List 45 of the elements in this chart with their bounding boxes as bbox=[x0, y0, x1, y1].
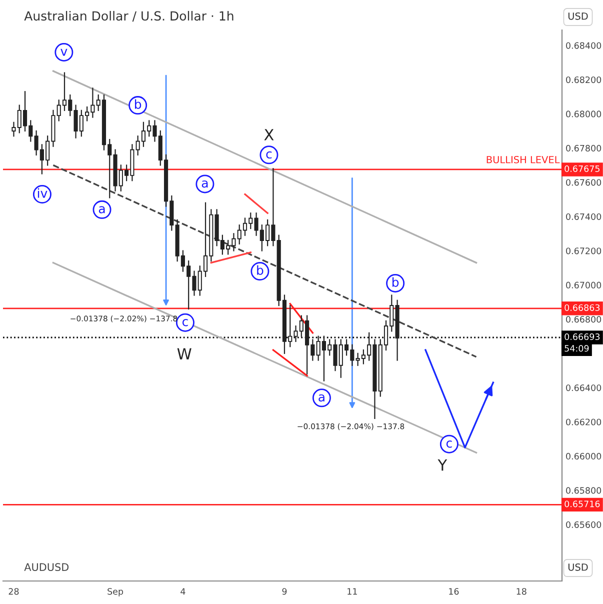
y-tick-label: 0.65600 bbox=[566, 521, 602, 528]
annotation: c bbox=[266, 151, 272, 159]
annotation: b bbox=[134, 99, 142, 109]
y-tick-label: 0.67400 bbox=[566, 213, 602, 220]
text: USD bbox=[568, 563, 588, 571]
text: AUDUSD bbox=[24, 563, 69, 572]
x-tick-label: 28 bbox=[8, 588, 19, 595]
annotation: W bbox=[177, 348, 192, 360]
x-tick-label: 4 bbox=[180, 588, 186, 595]
y-tick-label: 0.67000 bbox=[566, 282, 602, 288]
x-tick-label: 11 bbox=[348, 588, 357, 595]
annotation: iv bbox=[38, 188, 48, 198]
annotation: b bbox=[257, 265, 264, 275]
annotation: X bbox=[264, 129, 274, 140]
y-tick-label: 0.68200 bbox=[566, 76, 602, 84]
ref-line-label: 0.67675 bbox=[564, 165, 600, 172]
annotation: a bbox=[98, 206, 105, 214]
x-tick-label: 9 bbox=[282, 588, 287, 595]
y-tick-label: 0.66200 bbox=[566, 418, 602, 426]
y-tick-label: 0.66800 bbox=[566, 316, 602, 323]
text: USD bbox=[568, 12, 588, 20]
ref-line-label: 0.66693 bbox=[564, 333, 600, 340]
annotation: b bbox=[392, 277, 399, 287]
annotation: c bbox=[446, 440, 452, 448]
y-tick-label: 0.66000 bbox=[566, 452, 602, 460]
y-tick-label: 0.67200 bbox=[566, 248, 602, 254]
y-tick-label: 0.68400 bbox=[566, 42, 602, 49]
chart-title: Australian Dollar / U.S. Dollar · 1h bbox=[24, 10, 234, 22]
annotation: c bbox=[182, 319, 188, 326]
y-tick-label: 0.67600 bbox=[566, 179, 602, 186]
x-tick-label: 18 bbox=[516, 588, 526, 595]
annotation: a bbox=[318, 394, 324, 402]
x-tick-label: 16 bbox=[449, 588, 459, 595]
annotation: Y bbox=[438, 459, 448, 471]
y-tick-label: 0.67800 bbox=[566, 144, 602, 152]
annotation: a bbox=[202, 180, 208, 188]
text: 54:09 bbox=[564, 345, 589, 352]
annotation: v bbox=[60, 48, 68, 56]
y-tick-label: 0.66400 bbox=[566, 384, 602, 392]
ref-line-label: 0.66863 bbox=[564, 304, 600, 311]
x-tick-label: Sep bbox=[108, 588, 124, 596]
y-tick-label: 0.65800 bbox=[566, 487, 602, 494]
annotation: BULLISH LEVEL bbox=[486, 156, 560, 164]
ref-line-label: 0.65716 bbox=[564, 500, 600, 508]
y-tick-label: 0.68000 bbox=[566, 110, 602, 118]
